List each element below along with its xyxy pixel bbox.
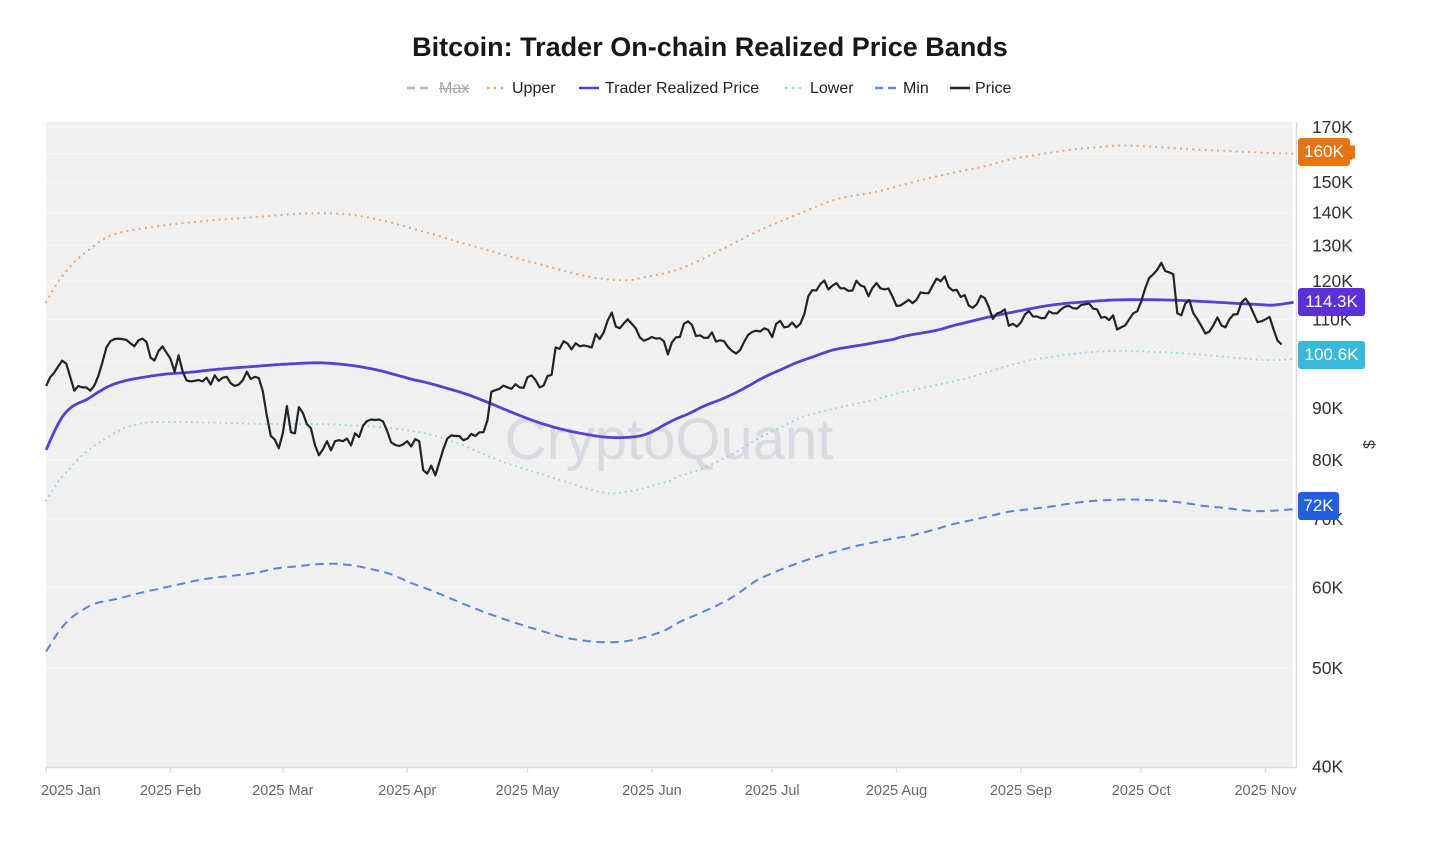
svg-text:2025 Mar: 2025 Mar [252, 783, 313, 799]
svg-text:60K: 60K [1312, 577, 1343, 597]
svg-text:120K: 120K [1312, 271, 1353, 291]
svg-text:170K: 170K [1312, 117, 1353, 137]
svg-text:$: $ [1362, 440, 1379, 449]
svg-text:CryptoQuant: CryptoQuant [505, 407, 834, 472]
svg-text:2025 Jan: 2025 Jan [41, 783, 101, 799]
svg-text:2025 Oct: 2025 Oct [1112, 783, 1171, 799]
svg-text:2025 Feb: 2025 Feb [140, 783, 201, 799]
svg-text:140K: 140K [1312, 203, 1353, 223]
svg-text:2025 Jun: 2025 Jun [622, 783, 682, 799]
svg-text:80K: 80K [1312, 450, 1343, 470]
svg-text:130K: 130K [1312, 235, 1353, 255]
svg-text:2025 Aug: 2025 Aug [866, 783, 927, 799]
svg-text:2025 Sep: 2025 Sep [990, 783, 1052, 799]
svg-text:2025 May: 2025 May [496, 783, 560, 799]
svg-text:40K: 40K [1312, 757, 1343, 777]
svg-text:2025 Jul: 2025 Jul [745, 783, 800, 799]
svg-text:50K: 50K [1312, 658, 1343, 678]
svg-text:150K: 150K [1312, 172, 1353, 192]
svg-text:90K: 90K [1312, 398, 1343, 418]
svg-text:2025 Apr: 2025 Apr [378, 783, 436, 799]
svg-text:2025 Nov: 2025 Nov [1234, 783, 1297, 799]
